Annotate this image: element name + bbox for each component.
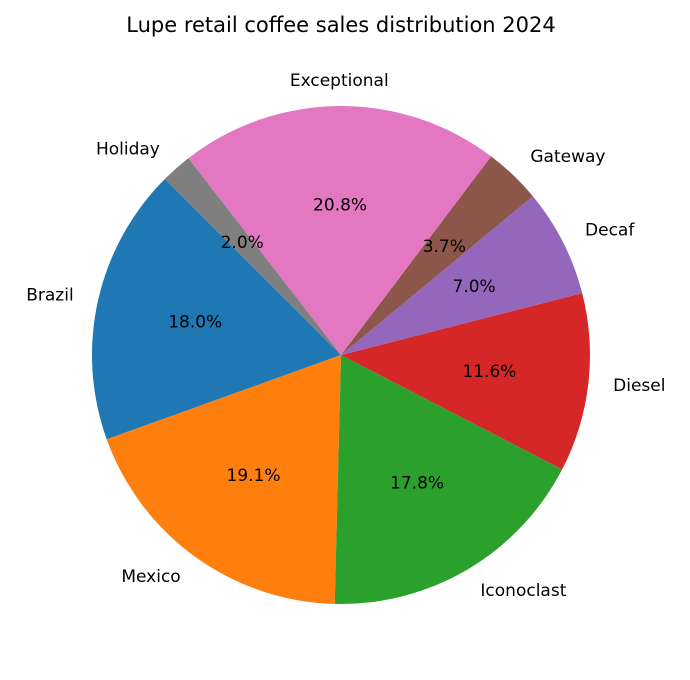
pie-slice-mexico bbox=[106, 355, 341, 604]
percent-label-diesel: 11.6% bbox=[462, 362, 516, 382]
category-label-gateway: Gateway bbox=[530, 147, 605, 167]
percent-label-holiday: 2.0% bbox=[221, 233, 264, 253]
pie-slice-decaf bbox=[341, 196, 583, 355]
category-label-diesel: Diesel bbox=[613, 376, 665, 396]
pie-slices bbox=[91, 106, 590, 605]
percent-label-brazil: 18.0% bbox=[168, 312, 222, 332]
pie-slice-brazil bbox=[91, 178, 341, 440]
category-label-mexico: Mexico bbox=[121, 567, 180, 587]
percent-label-exceptional: 20.8% bbox=[313, 196, 367, 216]
pie-labels: Brazil 18.0% Mexico 19.1% Iconoclast 17.8% Die… bbox=[26, 71, 665, 601]
percent-label-mexico: 19.1% bbox=[227, 466, 281, 486]
category-label-holiday: Holiday bbox=[96, 140, 160, 160]
category-label-iconoclast: Iconoclast bbox=[480, 581, 566, 601]
category-label-decaf: Decaf bbox=[585, 221, 635, 241]
pie-slice-diesel bbox=[341, 293, 590, 470]
category-label-exceptional: Exceptional bbox=[290, 71, 389, 91]
percent-label-gateway: 3.7% bbox=[423, 237, 466, 257]
pie-slice-gateway bbox=[341, 156, 533, 355]
percent-label-decaf: 7.0% bbox=[453, 277, 496, 297]
pie-slice-iconoclast bbox=[334, 355, 563, 605]
chart-title: Lupe retail coffee sales distribution 20… bbox=[126, 13, 555, 37]
category-label-brazil: Brazil bbox=[26, 285, 73, 305]
pie-slice-exceptional bbox=[188, 106, 492, 355]
pie-slice-holiday bbox=[164, 158, 341, 355]
percent-label-iconoclast: 17.8% bbox=[390, 474, 444, 494]
